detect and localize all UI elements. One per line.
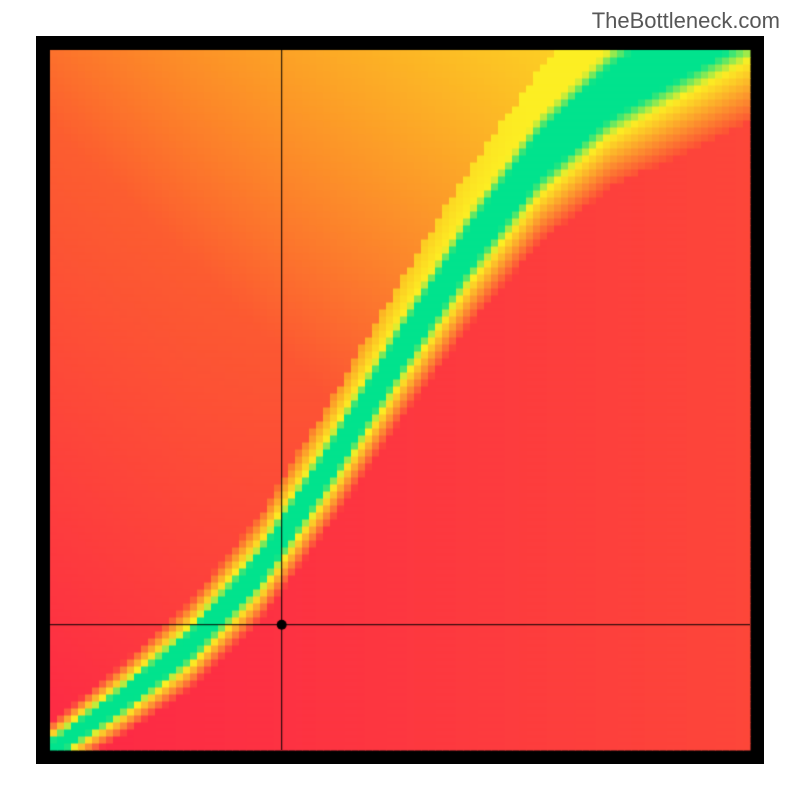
attribution-text: TheBottleneck.com [592, 8, 780, 34]
plot-area [36, 36, 764, 764]
heatmap-canvas [36, 36, 764, 764]
chart-container: TheBottleneck.com [0, 0, 800, 800]
